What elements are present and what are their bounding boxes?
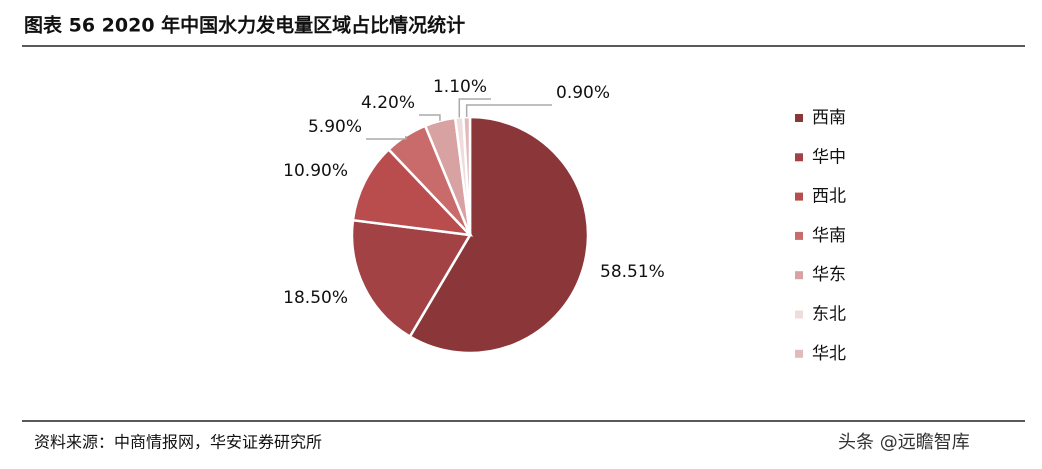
legend-label: 西北: [812, 187, 846, 207]
legend-swatch: [795, 192, 803, 201]
legend-label: 华东: [812, 265, 846, 285]
legend-label: 华南: [812, 226, 846, 246]
legend-swatch: [795, 231, 803, 240]
legend-swatch: [795, 310, 803, 319]
leader-line: [465, 104, 552, 118]
pie-slice: [350, 218, 473, 339]
legend-swatch: [795, 153, 803, 162]
data-label: 5.90%: [308, 117, 362, 137]
source: 资料来源：中商情报网，华安证券研究所: [34, 433, 322, 452]
data-label: 0.90%: [556, 83, 610, 103]
data-label: 18.50%: [283, 288, 348, 308]
legend-swatch: [795, 114, 803, 122]
legend-label: 华中: [812, 147, 846, 167]
pie-slice: [462, 115, 472, 236]
pie-slice: [351, 147, 474, 237]
watermark: 头条 @远瞻智库: [838, 432, 970, 453]
data-label: 10.90%: [283, 161, 348, 181]
data-label: 4.20%: [361, 93, 415, 113]
pie-slice: [408, 115, 590, 355]
legend-label: 东北: [812, 305, 846, 325]
data-label: 1.10%: [433, 77, 487, 97]
chart-title: 图表 56 2020 年中国水力发电量区域占比情况统计: [24, 14, 465, 37]
leader-line: [366, 135, 407, 140]
legend-label: 华北: [812, 344, 846, 364]
legend-label: 西南: [812, 108, 846, 128]
leader-line: [419, 114, 441, 121]
leader-line: [458, 98, 491, 118]
legend-swatch: [795, 271, 803, 280]
legend-swatch: [795, 349, 803, 358]
data-label: 58.51%: [600, 262, 665, 282]
